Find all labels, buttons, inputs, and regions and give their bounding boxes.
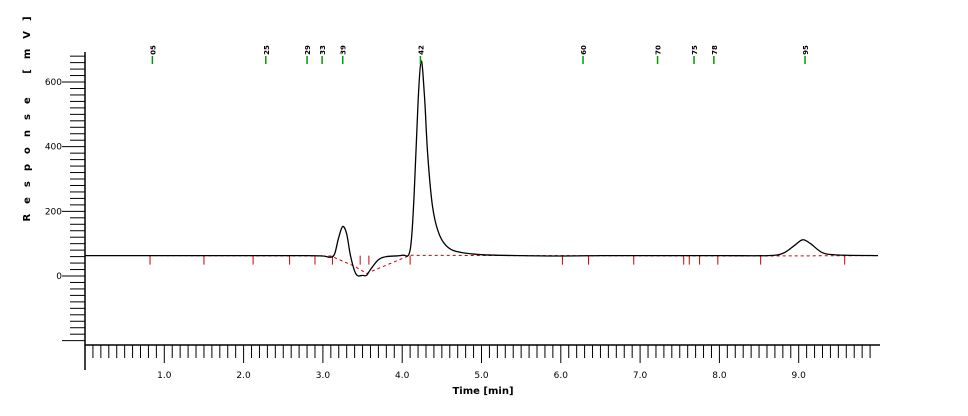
axes [84, 52, 880, 370]
x-tick-label: 3.0 [316, 371, 331, 381]
peak-marker-label: 78 [711, 45, 719, 55]
y-tick-label: 400 [45, 143, 62, 153]
baseline-segment [148, 254, 879, 274]
peak-marker-label: 75 [691, 45, 699, 55]
peak-marker-label: 33 [319, 45, 327, 55]
x-tick-label: 8.0 [712, 371, 727, 381]
peak-marker-label: 25 [263, 45, 271, 55]
peak-marker-label: 70 [655, 45, 663, 55]
baseline-segments [148, 254, 879, 274]
y-tick-label: 200 [45, 207, 62, 217]
x-tick-label: 4.0 [395, 371, 410, 381]
peak-marker-label: 29 [304, 45, 312, 55]
x-tick-label: 5.0 [474, 371, 489, 381]
peak-marker-label: 05 [149, 45, 157, 55]
x-axis-label: Time [min] [452, 386, 513, 397]
series-lines [85, 60, 879, 277]
x-tick-label: 6.0 [554, 371, 569, 381]
y-tick-label: 600 [45, 78, 62, 88]
ticks: 1.0 2.0 3.0 4.0 5.0 6.0 7.0 8.0 9.0 0 200 400 600 [45, 55, 871, 381]
peak-markers: 05 25 29 33 39 42 60 70 75 78 95 [149, 45, 810, 64]
x-tick-label: 9.0 [792, 371, 807, 381]
y-tick-label: 0 [56, 272, 62, 282]
x-tick-label: 2.0 [236, 371, 251, 381]
peak-marker-label: 60 [580, 45, 588, 55]
x-tick-label: 1.0 [157, 371, 172, 381]
x-tick-label: 7.0 [633, 371, 648, 381]
peak-marker-label: 42 [417, 45, 425, 55]
peak-marker-label: 95 [802, 45, 810, 55]
peak-marker-label: 39 [340, 45, 348, 55]
series-line [85, 60, 879, 277]
y-axis-label: Response [mV] [22, 6, 33, 221]
